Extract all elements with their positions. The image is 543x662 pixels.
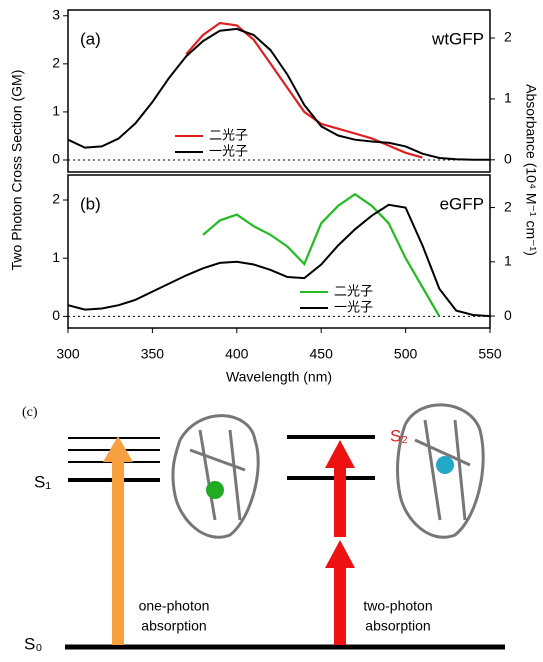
x-tick-label: 550 [478,346,502,362]
y2-axis-label: Absorbance (10⁴ M⁻¹ cm⁻¹) [523,84,539,256]
x-tick-label: 350 [141,346,165,362]
arrow-label: absorption [141,618,206,634]
arrow-label: one-photon [139,598,210,614]
y-tick-label: 2 [52,191,60,207]
arrow-head [325,540,355,568]
arrow-label: absorption [365,618,430,634]
protein-ribbon [171,414,260,539]
sample-label: wtGFP [431,29,484,48]
panel-label: (b) [80,194,101,213]
arrow-head [325,440,355,468]
y-axis-label: Two Photon Cross Section (GM) [9,70,25,271]
chromophore [436,456,454,474]
panel-label: (a) [80,29,101,48]
level-label: S₀ [24,634,42,653]
level-label: S₁ [34,472,51,491]
legend-label: 二光子 [334,283,373,298]
y-tick-label: 1 [52,103,60,119]
sample-label: eGFP [440,194,484,213]
y2-tick-label: 0 [504,151,512,167]
x-tick-label: 300 [56,346,80,362]
y-tick-label: 1 [52,249,60,265]
y-tick-label: 2 [52,55,60,71]
legend-label: 一光子 [334,299,373,314]
y-tick-label: 0 [52,151,60,167]
chromophore [206,481,224,499]
plot-frame [67,174,491,329]
arrow-shaft [112,460,124,645]
y-tick-label: 0 [52,307,60,323]
x-tick-label: 450 [310,346,334,362]
protein [171,403,485,539]
series-line [67,27,490,161]
y-tick-label: 3 [52,6,60,22]
energy-diagram [65,435,505,650]
arrows [103,436,355,645]
legend-label: 一光子 [209,143,248,158]
plot-frame [67,9,491,173]
panel-label: (c) [22,405,38,420]
level-label: S₂ [390,426,408,445]
arrow-shaft [334,465,346,537]
legend-label: 二光子 [209,127,248,142]
x-tick-label: 500 [394,346,418,362]
protein-ribbon [396,403,485,539]
series-line [202,192,441,317]
y2-tick-label: 2 [504,29,512,45]
x-tick-label: 400 [225,346,249,362]
arrow-label: two-photon [363,598,432,614]
y2-tick-label: 1 [504,90,512,106]
series-line [67,203,491,318]
arrow-shaft [334,565,346,645]
y2-tick-label: 1 [504,253,512,269]
arrow-head [103,436,133,462]
x-axis-label: Wavelength (nm) [226,369,332,385]
y2-tick-label: 2 [504,198,512,214]
y2-tick-label: 0 [504,307,512,323]
